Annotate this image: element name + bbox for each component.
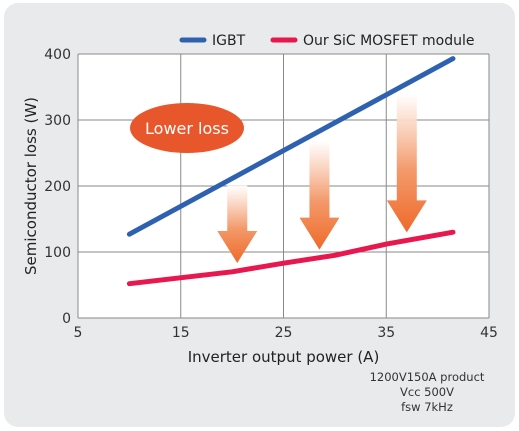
igbt-line <box>126 56 456 237</box>
lower-loss-bubble <box>130 103 244 153</box>
sic-mosfet-line <box>126 229 456 287</box>
legend-label-sic-mosfet: Our SiC MOSFET module <box>303 33 474 49</box>
note-vcc: Vcc 500V <box>400 385 454 399</box>
lower-loss-annotation: Lower loss <box>130 103 244 153</box>
y-tick-label: 400 <box>44 47 71 63</box>
tick-labels: 5 15 25 35 45 0 100 200 300 400 <box>44 47 498 341</box>
y-tick-label: 0 <box>62 311 71 327</box>
x-tick-label: 15 <box>172 325 190 341</box>
x-tick-label: 25 <box>275 325 293 341</box>
x-tick-label: 45 <box>480 325 498 341</box>
down-arrow <box>217 185 258 263</box>
y-tick-label: 200 <box>44 179 71 195</box>
loss-reduction-arrows <box>217 93 427 263</box>
x-tick-label: 35 <box>377 325 395 341</box>
x-axis-title: Inverter output power (A) <box>188 348 380 366</box>
legend: IGBT Our SiC MOSFET module <box>179 33 474 49</box>
down-arrow <box>386 93 427 233</box>
y-tick-label: 100 <box>44 245 71 261</box>
y-axis-title: Semiconductor loss (W) <box>22 97 40 275</box>
grid-lines <box>77 53 490 319</box>
lower-loss-label: Lower loss <box>145 119 229 138</box>
note-product: 1200V150A product <box>369 370 485 384</box>
note-fsw: fsw 7kHz <box>401 400 453 414</box>
x-tick-label: 5 <box>74 325 83 341</box>
series-lines <box>126 56 456 287</box>
y-tick-label: 300 <box>44 113 71 129</box>
legend-label-igbt: IGBT <box>212 33 246 49</box>
down-arrow <box>299 141 340 250</box>
